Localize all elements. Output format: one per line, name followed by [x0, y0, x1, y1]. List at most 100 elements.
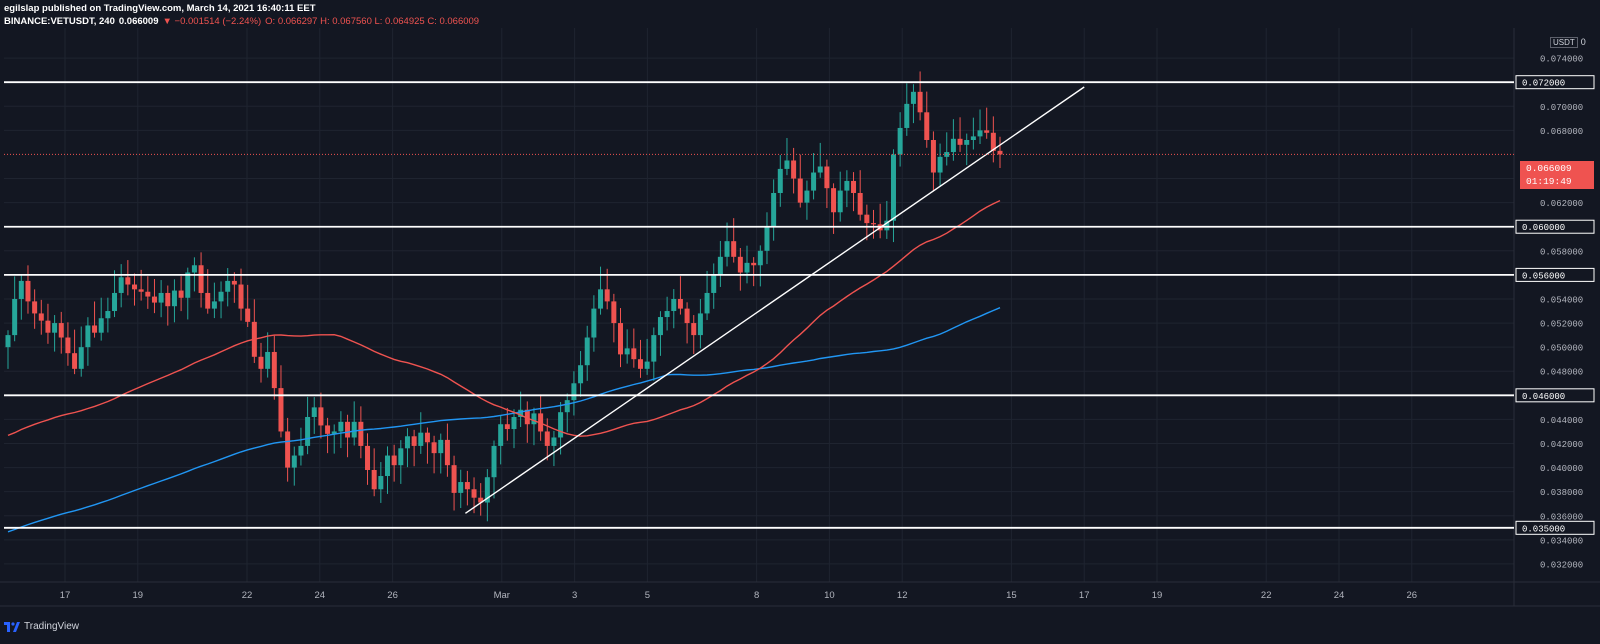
- x-tick-label: 17: [1079, 590, 1090, 601]
- candle-body: [511, 417, 517, 430]
- candle: [92, 301, 98, 338]
- y-tick-label: 0.034000: [1540, 536, 1583, 546]
- candle-body: [298, 445, 304, 456]
- candle: [844, 170, 850, 208]
- candle: [937, 143, 943, 187]
- candle: [345, 414, 351, 458]
- trendline: [465, 86, 1085, 514]
- candle-body: [578, 365, 584, 384]
- candle: [811, 153, 817, 200]
- candle: [857, 170, 863, 221]
- candle-body: [917, 91, 923, 113]
- candle: [731, 218, 737, 263]
- candle: [864, 204, 870, 241]
- candle-body: [618, 323, 624, 355]
- candle: [797, 154, 803, 208]
- candle-body: [431, 442, 437, 454]
- candle: [611, 293, 617, 343]
- candle: [504, 407, 510, 441]
- candle-body: [365, 445, 371, 470]
- candle: [771, 179, 777, 241]
- publisher-line: egilslap published on TradingView.com, M…: [4, 3, 316, 14]
- candle: [32, 289, 38, 329]
- candle: [438, 433, 444, 474]
- candle-body: [112, 292, 118, 312]
- y-tick-label: 0.036000: [1540, 512, 1583, 522]
- candle: [38, 299, 44, 335]
- candle: [791, 147, 797, 194]
- y-tick-label: 0.032000: [1540, 560, 1583, 570]
- candle: [265, 332, 271, 378]
- candle-body: [704, 292, 710, 314]
- candle: [804, 180, 810, 220]
- tradingview-logo-icon: [4, 621, 20, 632]
- candle-body: [518, 409, 524, 418]
- candle-body: [817, 166, 823, 173]
- candle: [424, 427, 430, 464]
- candle-body: [591, 308, 597, 338]
- candle: [671, 289, 677, 329]
- candle: [777, 155, 783, 207]
- candle-body: [238, 284, 244, 309]
- candle: [458, 469, 464, 509]
- candle: [151, 279, 157, 314]
- candle-body: [637, 359, 643, 369]
- candle-body: [664, 311, 670, 318]
- candle-body: [598, 289, 604, 309]
- candle-body: [231, 280, 237, 285]
- y-tick-label: 0.070000: [1540, 103, 1583, 113]
- candle: [498, 415, 504, 465]
- currency-label: USDT: [1550, 37, 1578, 48]
- bar-countdown: 01:19:49: [1526, 176, 1572, 187]
- candle: [737, 247, 743, 291]
- candle: [651, 327, 657, 381]
- candle: [331, 424, 337, 454]
- candle: [351, 401, 357, 446]
- candle-body: [391, 455, 397, 466]
- y-tick-label: 0.052000: [1540, 320, 1583, 330]
- candle: [105, 297, 111, 333]
- y-tick-label: 0.058000: [1540, 247, 1583, 257]
- footer[interactable]: TradingView: [4, 621, 79, 632]
- candle-body: [498, 424, 504, 446]
- level-label: 0.072000: [1522, 79, 1565, 89]
- candle: [538, 394, 544, 441]
- candle: [378, 462, 384, 503]
- candle: [145, 276, 151, 309]
- candle-body: [844, 180, 850, 191]
- candle-body: [258, 356, 264, 369]
- candle: [52, 315, 58, 352]
- x-tick-label: 26: [1407, 590, 1418, 601]
- x-tick-label: 12: [897, 590, 908, 601]
- candle-body: [771, 192, 777, 227]
- candle-body: [471, 489, 477, 498]
- candle: [764, 212, 770, 265]
- candle-body: [52, 323, 58, 333]
- candle-body: [950, 138, 956, 153]
- candle-body: [58, 323, 64, 338]
- candle-body: [697, 313, 703, 336]
- candle: [225, 268, 231, 307]
- candle: [744, 245, 750, 284]
- candle: [305, 396, 311, 455]
- candle: [131, 273, 137, 306]
- candle-body: [138, 289, 144, 292]
- candle-body: [451, 465, 457, 493]
- candle-body: [977, 130, 983, 137]
- candle: [997, 136, 1003, 169]
- candle: [944, 132, 950, 166]
- currency-selector[interactable]: USDT 0: [1550, 37, 1586, 48]
- candle-body: [78, 347, 84, 369]
- candle-body: [338, 421, 344, 432]
- candle-body: [331, 431, 337, 434]
- candle-body: [970, 136, 976, 141]
- candle-body: [910, 91, 916, 104]
- candle: [871, 209, 877, 239]
- y-tick-label: 0.038000: [1540, 488, 1583, 498]
- x-tick-label: 5: [645, 590, 650, 601]
- candle-body: [857, 192, 863, 215]
- symbol-label: BINANCE:VETUSDT, 240: [4, 16, 115, 27]
- candle-body: [737, 256, 743, 273]
- candle-body: [657, 317, 663, 336]
